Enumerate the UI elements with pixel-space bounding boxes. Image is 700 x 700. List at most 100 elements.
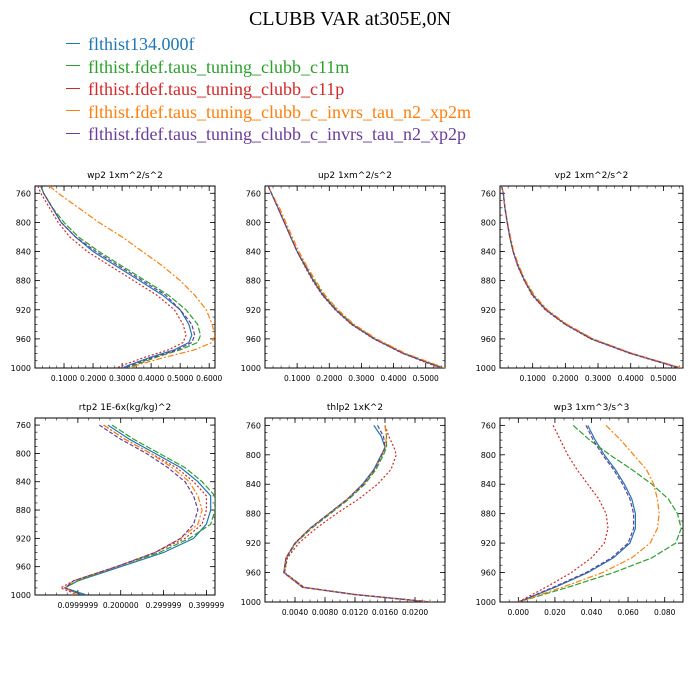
ytick-label: 800	[481, 451, 496, 460]
series-line-1	[501, 186, 681, 368]
panel-0: wp2 1xm^2/s^2 760 800 840 880 920 960 1000 0.100…	[11, 171, 223, 383]
series-line-3	[63, 424, 203, 595]
legend-item-1: flthist.fdef.taus_tuning_clubb_c11m	[66, 56, 471, 79]
ytick-label: 800	[16, 449, 31, 458]
xtick-label: 0.0200	[402, 608, 428, 617]
xtick-label: 0.5000	[413, 374, 439, 383]
ytick-label: 920	[246, 306, 261, 315]
panel-frame-4	[264, 417, 446, 603]
ytick-label: 1000	[11, 364, 31, 373]
ytick-label: 960	[481, 569, 496, 578]
xtick-label: 0.060	[617, 608, 639, 617]
ytick-label: 1000	[476, 598, 496, 607]
ytick-label: 760	[16, 421, 31, 430]
ytick-label: 880	[16, 506, 31, 515]
series-line-3	[267, 186, 445, 368]
legend-swatch-0	[66, 42, 80, 44]
ytick-label: 760	[16, 189, 31, 198]
ytick-label: 920	[481, 306, 496, 315]
panel-2: vp2 1xm^2/s^2 760 800 840 880 920 960 1000 0.100…	[476, 171, 684, 383]
series-line-1	[283, 425, 432, 602]
legend-item-3: flthist.fdef.taus_tuning_clubb_c_invrs_t…	[66, 101, 471, 124]
xtick-label: 0.0999999	[58, 601, 99, 610]
ytick-label: 840	[16, 478, 31, 487]
legend-label-0: flthist134.000f	[88, 34, 195, 54]
ytick-label: 840	[481, 480, 496, 489]
ytick-label: 920	[481, 539, 496, 548]
panel-title-0: wp2 1xm^2/s^2	[87, 171, 163, 181]
series-line-0	[283, 425, 431, 602]
legend-swatch-3	[66, 110, 80, 112]
panel-title-1: up2 1xm^2/s^2	[318, 171, 392, 181]
xtick-label: 0.3000	[348, 374, 374, 383]
ytick-label: 1000	[241, 364, 261, 373]
legend-label-1: flthist.fdef.taus_tuning_clubb_c11m	[88, 56, 350, 77]
ytick-label: 880	[481, 510, 496, 519]
panel-3: rtp2 1E-6x(kg/kg)^2 760 800 840 880 920 960 100…	[11, 403, 225, 610]
ytick-label: 920	[16, 306, 31, 315]
series-line-3	[518, 424, 660, 602]
xtick-label: 0.0120	[342, 608, 368, 617]
ytick-label: 760	[246, 421, 261, 430]
panel-frame-3	[34, 417, 216, 596]
ytick-label: 800	[16, 218, 31, 227]
xtick-label: 0.2000	[552, 374, 578, 383]
ytick-label: 960	[246, 569, 261, 578]
ytick-label: 800	[481, 218, 496, 227]
panel-title-5: wp3 1xm^3/s^3	[554, 403, 630, 413]
xtick-label: 0.1000	[520, 374, 546, 383]
xtick-label: 0.1000	[284, 374, 310, 383]
panel-4: thlp2 1xK^2 760 800 840 880 920 960 1000 0.0040 0…	[241, 403, 446, 617]
legend-label-4: flthist.fdef.taus_tuning_clubb_c_invrs_t…	[88, 124, 466, 144]
xtick-label: 0.4000	[380, 374, 406, 383]
ytick-label: 960	[246, 335, 261, 344]
xtick-label: 0.4000	[138, 374, 164, 383]
ytick-label: 920	[16, 534, 31, 543]
series-line-2	[59, 424, 207, 595]
series-line-0	[63, 424, 212, 595]
series-line-2	[501, 186, 679, 368]
series-line-2	[267, 186, 441, 368]
panel-title-4: thlp2 1xK^2	[327, 403, 383, 413]
panel-frame-5	[499, 417, 684, 603]
ytick-label: 840	[246, 480, 261, 489]
ytick-label: 760	[481, 421, 496, 430]
series-line-1	[518, 424, 682, 602]
series-line-3	[501, 186, 682, 368]
series-line-4	[283, 425, 431, 602]
ytick-label: 840	[481, 248, 496, 257]
series-line-0	[501, 186, 680, 368]
series-line-0	[267, 186, 443, 368]
xtick-label: 0.3000	[109, 374, 135, 383]
series-line-1	[267, 186, 444, 368]
panel-5: wp3 1xm^3/s^3 760 800 840 880 920 960 1000 0.000…	[476, 403, 684, 617]
xtick-label: 0.0080	[312, 608, 338, 617]
xtick-label: 0.0040	[282, 608, 308, 617]
ytick-label: 960	[16, 563, 31, 572]
series-line-3	[283, 425, 431, 602]
ytick-label: 880	[246, 510, 261, 519]
legend-label-2: flthist.fdef.taus_tuning_clubb_c11p	[88, 79, 345, 99]
ytick-label: 1000	[11, 591, 31, 600]
legend-swatch-2	[66, 87, 80, 89]
series-line-0	[518, 425, 637, 602]
ytick-label: 960	[16, 335, 31, 344]
series-line-2	[37, 186, 187, 368]
ytick-label: 840	[246, 248, 261, 257]
xtick-label: 0.5000	[650, 374, 676, 383]
ytick-label: 880	[246, 277, 261, 286]
panel-1: up2 1xm^2/s^2 760 800 840 880 920 960 1000 0.100…	[241, 171, 446, 383]
ytick-label: 1000	[241, 598, 261, 607]
xtick-label: 0.2000	[316, 374, 342, 383]
ytick-label: 760	[246, 189, 261, 198]
figure-title: CLUBB VAR at305E,0N	[248, 8, 452, 30]
xtick-label: 0.040	[581, 608, 603, 617]
series-line-1	[63, 424, 215, 595]
ytick-label: 800	[246, 451, 261, 460]
ytick-label: 1000	[476, 364, 496, 373]
series-line-4	[518, 425, 635, 602]
series-line-4	[501, 186, 680, 368]
legend-label-3: flthist.fdef.taus_tuning_clubb_c_invrs_t…	[88, 101, 471, 122]
panel-title-3: rtp2 1E-6x(kg/kg)^2	[79, 403, 171, 413]
xtick-label: 0.020	[544, 608, 566, 617]
